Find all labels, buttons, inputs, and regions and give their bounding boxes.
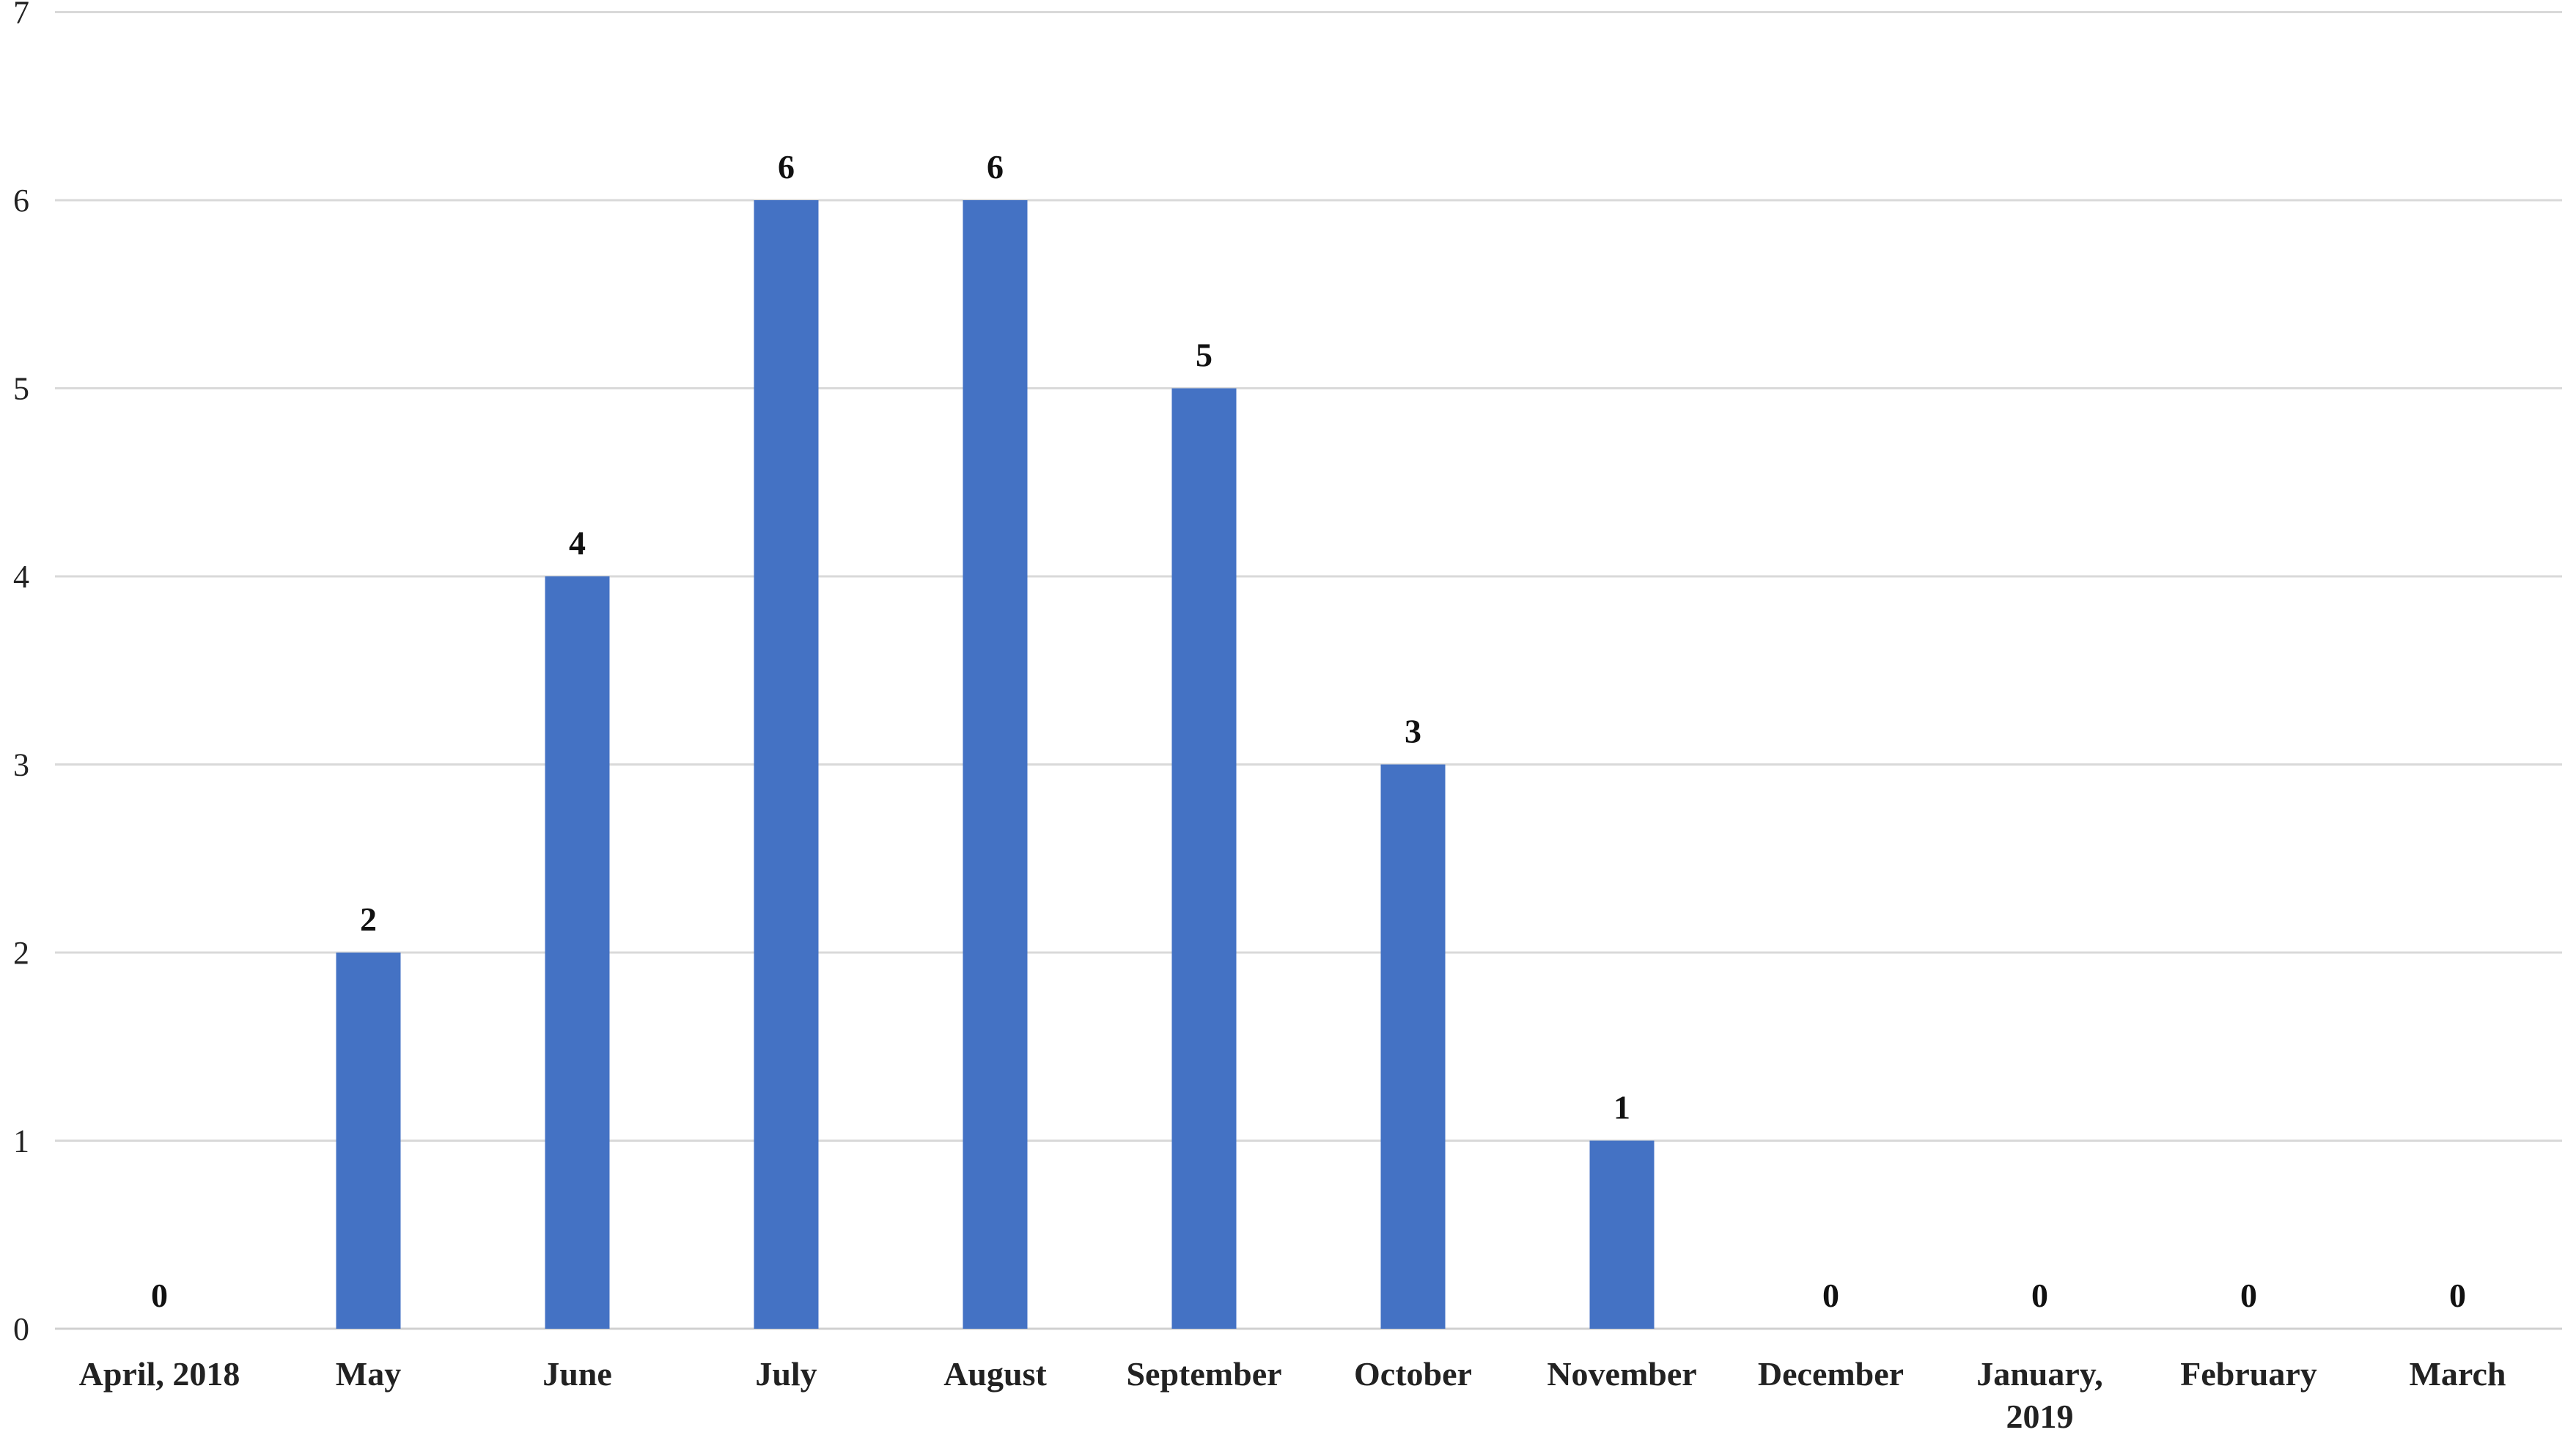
y-tick-label: 3 [13, 747, 29, 783]
data-labels: 0 2 4 6 6 5 3 1 0 0 0 0 [151, 148, 2466, 1314]
data-label: 6 [778, 148, 795, 186]
x-tick-label: August [943, 1355, 1047, 1393]
y-axis-tick-labels: 0 1 2 3 4 5 6 7 [13, 0, 29, 1347]
y-tick-label: 7 [13, 0, 29, 31]
x-tick-label: July [755, 1355, 817, 1393]
data-label: 0 [2031, 1277, 2048, 1314]
y-tick-label: 0 [13, 1311, 29, 1347]
gridlines [55, 11, 2562, 1330]
bars [336, 200, 1655, 1329]
x-tick-label: May [336, 1355, 401, 1393]
x-tick-label: June [542, 1355, 612, 1393]
x-axis-tick-labels: April, 2018 May June July August September Oct… [79, 1355, 2506, 1435]
bar [1171, 388, 1237, 1329]
x-tick-label: March [2409, 1355, 2506, 1393]
bar [963, 200, 1028, 1329]
bar [1380, 764, 1446, 1329]
data-label: 0 [2240, 1277, 2257, 1314]
x-tick-label: November [1547, 1355, 1696, 1393]
y-tick-label: 5 [13, 371, 29, 407]
x-tick-label: February [2180, 1355, 2317, 1393]
x-tick-label: 2019 [2006, 1398, 2074, 1435]
x-tick-label: December [1758, 1355, 1904, 1393]
bar [336, 953, 401, 1329]
x-tick-label: October [1354, 1355, 1472, 1393]
y-tick-label: 2 [13, 935, 29, 971]
data-label: 4 [569, 524, 586, 562]
data-label: 0 [151, 1277, 168, 1314]
bar [754, 200, 819, 1329]
y-tick-label: 4 [13, 559, 29, 595]
y-tick-label: 6 [13, 183, 29, 219]
data-label: 5 [1196, 337, 1212, 374]
data-label: 0 [2449, 1277, 2466, 1314]
data-label: 3 [1405, 713, 1421, 750]
y-tick-label: 1 [13, 1123, 29, 1159]
x-tick-label: September [1126, 1355, 1281, 1393]
bar [545, 576, 610, 1329]
data-label: 0 [1822, 1277, 1839, 1314]
bar [1589, 1140, 1655, 1329]
data-label: 1 [1613, 1089, 1630, 1126]
x-tick-label: April, 2018 [79, 1355, 240, 1393]
x-tick-label: January, [1976, 1355, 2103, 1393]
data-label: 6 [987, 148, 1004, 186]
data-label: 2 [360, 900, 377, 938]
